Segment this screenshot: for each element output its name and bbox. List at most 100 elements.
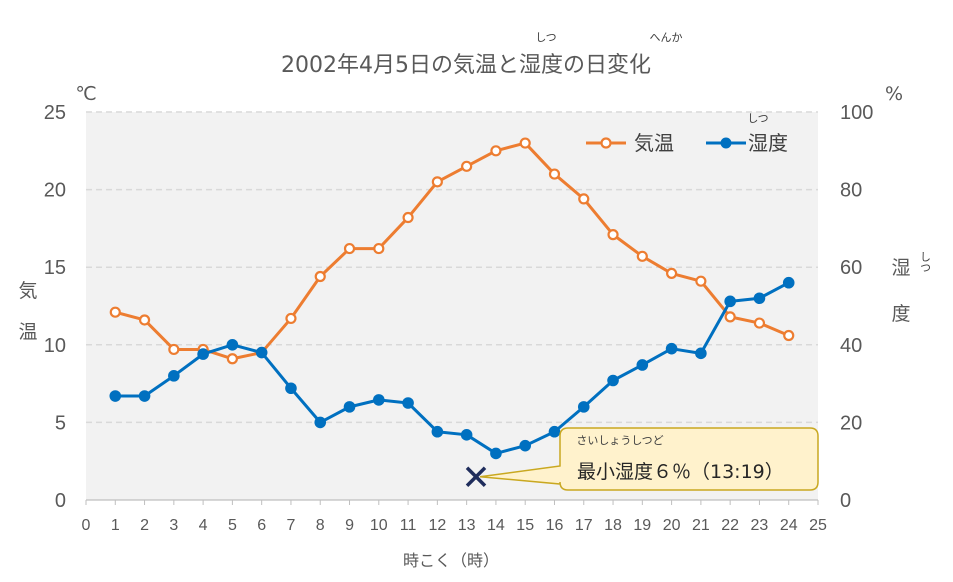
left-axis-unit: ℃ [75, 83, 96, 105]
right-axis-tick-label: 0 [840, 490, 851, 512]
humidity-point [782, 276, 795, 289]
humidity-point [168, 370, 180, 382]
left-axis-tick-label: 0 [55, 490, 66, 512]
humidity-point [724, 295, 736, 308]
temperature-point [226, 353, 238, 365]
temperature-point [519, 137, 531, 149]
humidity-point [109, 390, 122, 402]
left-axis-tick-label: 5 [55, 412, 66, 434]
temperature-point [402, 211, 414, 224]
humidity-point [695, 347, 707, 360]
humidity-point [665, 342, 678, 355]
right-axis-tick-label: 60 [840, 257, 862, 279]
humidity-point [607, 374, 619, 387]
temperature-point [109, 306, 121, 318]
x-axis-tick-label: 19 [633, 517, 651, 534]
min-humidity-annotation: さいしょうしつど 最小湿度６％（13:19） [465, 427, 819, 491]
temperature-point [753, 317, 766, 329]
humidity-point [314, 416, 327, 429]
x-axis-tick-label: 17 [575, 517, 593, 534]
x-axis-tick-label: 25 [809, 517, 827, 534]
min-humidity-x-marker [465, 466, 487, 487]
callout-text: 最小湿度６％（13:19） [577, 461, 784, 483]
left-axis-tick-label: 20 [44, 180, 66, 202]
temperature-point [695, 275, 707, 287]
x-axis-tick-label: 20 [663, 517, 681, 534]
left-axis-tick-label: 15 [44, 257, 66, 279]
humidity-point [402, 397, 414, 409]
title-ruby-shitsu: しつ [535, 31, 556, 44]
grid-lines [86, 111, 818, 424]
temperature-point [343, 242, 356, 255]
humidity-point [636, 359, 649, 371]
temperature-point [548, 168, 561, 180]
temperature-point [783, 329, 795, 342]
x-axis-tick-label: 22 [721, 517, 739, 534]
x-axis-tick-label: 9 [345, 517, 354, 534]
humidity-point [373, 394, 385, 406]
legend-label-temperature: 気温 [634, 131, 674, 155]
title-ruby-henka: へんか [650, 31, 683, 44]
legend: 気温 湿度 しつ [586, 112, 788, 155]
temperature-point [578, 193, 590, 205]
callout-ruby: さいしょうしつど [576, 434, 663, 447]
x-axis-tick-label: 3 [169, 517, 178, 534]
x-axis-tick-label: 11 [400, 517, 417, 534]
x-axis-tick-label: 10 [370, 517, 388, 534]
right-axis-label-ruby: しつ [919, 251, 932, 273]
x-axis-tick-label: 5 [228, 517, 237, 534]
humidity-point [460, 429, 473, 441]
data-series [109, 137, 795, 460]
humidity-point [519, 439, 531, 452]
humidity-point [343, 401, 356, 413]
legend-label-humidity: 湿度 [748, 131, 788, 155]
legend-marker-temperature [600, 137, 612, 149]
right-axis-tick-label: 20 [840, 412, 862, 434]
humidity-point [255, 346, 268, 359]
left-axis-tick-label: 25 [44, 102, 66, 124]
temperature-point [168, 343, 180, 356]
humidity-point [431, 425, 444, 438]
left-axis-tick-label: 10 [44, 335, 66, 357]
temperature-point [724, 311, 736, 323]
humidity-point [226, 339, 239, 351]
right-axis-tick-label: 100 [840, 102, 873, 124]
left-axis-label-char-1: 気 [18, 280, 37, 302]
temperature-point [607, 229, 619, 241]
legend-marker-humidity [720, 137, 732, 149]
x-axis-tick-label: 16 [546, 517, 564, 534]
right-axis-tick-label: 40 [840, 335, 862, 357]
x-axis-tick-label: 24 [780, 517, 798, 534]
x-axis-tick-label: 23 [751, 517, 769, 534]
humidity-point [490, 447, 502, 460]
legend-ruby-humidity: しつ [747, 112, 768, 125]
temperature-point [373, 242, 385, 255]
temperature-point [461, 160, 473, 172]
humidity-point [577, 401, 590, 413]
right-axis-tick-label: 80 [840, 180, 862, 202]
x-axis-tick-label: 15 [516, 517, 534, 534]
temperature-point [314, 270, 326, 283]
x-axis-tick-label: 1 [111, 517, 120, 534]
x-axis-tick-label: 0 [82, 517, 91, 534]
temperature-point [285, 312, 297, 325]
humidity-point [753, 292, 766, 305]
series-temperature [109, 137, 795, 365]
right-axis-unit: % [885, 83, 903, 105]
temperature-point [138, 314, 151, 326]
x-axis-tick-label: 21 [692, 517, 710, 534]
x-marker-stroke [465, 466, 487, 487]
left-axis-label-char-2: 温 [18, 321, 37, 343]
x-axis-tick-label: 4 [199, 517, 208, 534]
right-axis-label-char-2: 度 [891, 303, 910, 325]
x-axis-label: 時こく（時） [403, 552, 499, 570]
axes [85, 499, 819, 505]
chart-title: 2002年4月5日の気温と湿度の日変化 [281, 53, 651, 78]
humidity-point [197, 348, 209, 360]
temperature-point [636, 250, 648, 262]
x-axis-tick-label: 6 [257, 517, 266, 534]
series-humidity [109, 276, 795, 460]
temperature-point [431, 176, 443, 188]
